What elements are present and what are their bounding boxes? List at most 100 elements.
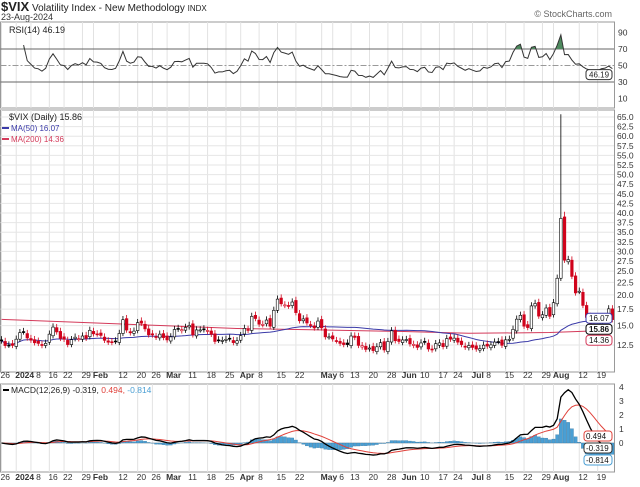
candle <box>412 340 416 349</box>
macd-legend-label: MACD(12,26,9) <box>11 385 70 395</box>
watermark: © StockCharts.com <box>534 9 612 19</box>
x-tick-label: 8 <box>258 370 263 380</box>
candle-body <box>205 330 210 332</box>
candle <box>202 325 206 333</box>
candle-body <box>172 329 177 338</box>
candle-body <box>375 346 379 352</box>
candle <box>448 333 453 342</box>
x-tick-label: 25 <box>225 472 235 482</box>
candle <box>393 326 397 344</box>
x-tick-label: 17 <box>438 472 448 482</box>
x-tick-label: Apr <box>240 370 255 380</box>
candle-body <box>566 259 570 263</box>
macd-histogram-bar <box>367 442 372 446</box>
candle-body <box>470 344 475 348</box>
candle <box>408 334 412 347</box>
candle <box>217 336 221 344</box>
candle-body <box>29 338 33 341</box>
candle <box>430 345 434 353</box>
candle-body <box>548 307 552 317</box>
candle <box>463 342 467 350</box>
candle <box>559 114 563 281</box>
candle <box>150 330 154 338</box>
candle <box>29 334 33 343</box>
candle-body <box>463 345 467 348</box>
rsi-legend: RSI(14) 46.19 <box>9 25 65 35</box>
macd-histogram-bar <box>537 436 541 444</box>
candle-body <box>500 339 504 346</box>
candle <box>165 332 169 343</box>
candle-body <box>62 336 66 340</box>
candle <box>441 339 445 350</box>
candle <box>367 344 372 352</box>
candle <box>467 341 471 351</box>
candle-body <box>228 337 232 340</box>
macd-histogram-bar <box>573 436 578 444</box>
macd-legend-signal: 0.494 <box>101 385 123 395</box>
candle <box>235 337 239 346</box>
candle-body <box>301 318 305 322</box>
macd-histogram-bar <box>408 440 412 444</box>
x-tick-label: 8 <box>36 472 41 482</box>
macd-histogram-bar <box>445 441 449 444</box>
macd-histogram-bar <box>500 442 504 444</box>
candle <box>187 321 191 330</box>
candle <box>356 332 361 349</box>
candle <box>507 335 511 343</box>
candle <box>183 323 188 333</box>
x-tick-label: 15 <box>505 370 515 380</box>
candle <box>161 329 166 341</box>
candle <box>172 325 177 340</box>
candle <box>518 311 522 323</box>
candle-body <box>474 345 478 350</box>
macd-histogram-bar <box>88 442 92 444</box>
price-tick-label: 30.0 <box>617 246 634 256</box>
candle <box>7 341 11 348</box>
candle <box>360 342 364 350</box>
macd-histogram-bar <box>128 441 133 444</box>
candle <box>312 322 316 331</box>
candle-body <box>7 344 11 347</box>
x-tick-label: 22 <box>523 370 533 380</box>
x-tick-label: Mar <box>166 370 182 380</box>
candle-body <box>316 320 320 328</box>
x-tick-label: 26 <box>1 370 11 380</box>
candle-body <box>408 338 412 345</box>
candle-body <box>577 290 581 293</box>
candle-body <box>180 329 184 332</box>
macd-histogram-bar <box>91 441 96 444</box>
macd-histogram-bar <box>570 428 574 444</box>
candle <box>511 325 515 341</box>
x-tick-label: 24 <box>453 472 463 482</box>
candle <box>548 303 552 320</box>
candle-body <box>279 297 283 305</box>
candle <box>540 311 545 321</box>
macd-histogram-bar <box>316 442 320 448</box>
macd-zero-label: 0 <box>619 439 624 448</box>
candle-body <box>213 333 217 342</box>
candle <box>301 315 305 324</box>
candle <box>205 326 210 335</box>
candle <box>419 339 423 350</box>
price-tick-label: 55.0 <box>617 150 634 160</box>
panel-macd <box>0 383 615 473</box>
macd-histogram-bar <box>172 442 177 445</box>
candle <box>40 340 44 349</box>
macd-histogram-bar <box>371 442 375 446</box>
macd-histogram-bar <box>386 442 390 444</box>
candle <box>91 327 96 337</box>
candle-body <box>121 319 125 334</box>
macd-histogram-bar <box>209 442 214 444</box>
macd-tag-text-signal: 0.494 <box>586 432 607 441</box>
candle-body <box>297 313 302 322</box>
candle-body <box>448 336 453 340</box>
candle-body <box>183 327 188 331</box>
candle <box>10 340 15 349</box>
candle-body <box>235 340 239 344</box>
candle-body <box>423 341 427 343</box>
macd-histogram-bar <box>375 442 379 445</box>
candle-body <box>544 307 548 316</box>
candle-body <box>437 342 442 346</box>
macd-histogram-bar <box>456 441 460 444</box>
candle-body <box>165 335 169 341</box>
